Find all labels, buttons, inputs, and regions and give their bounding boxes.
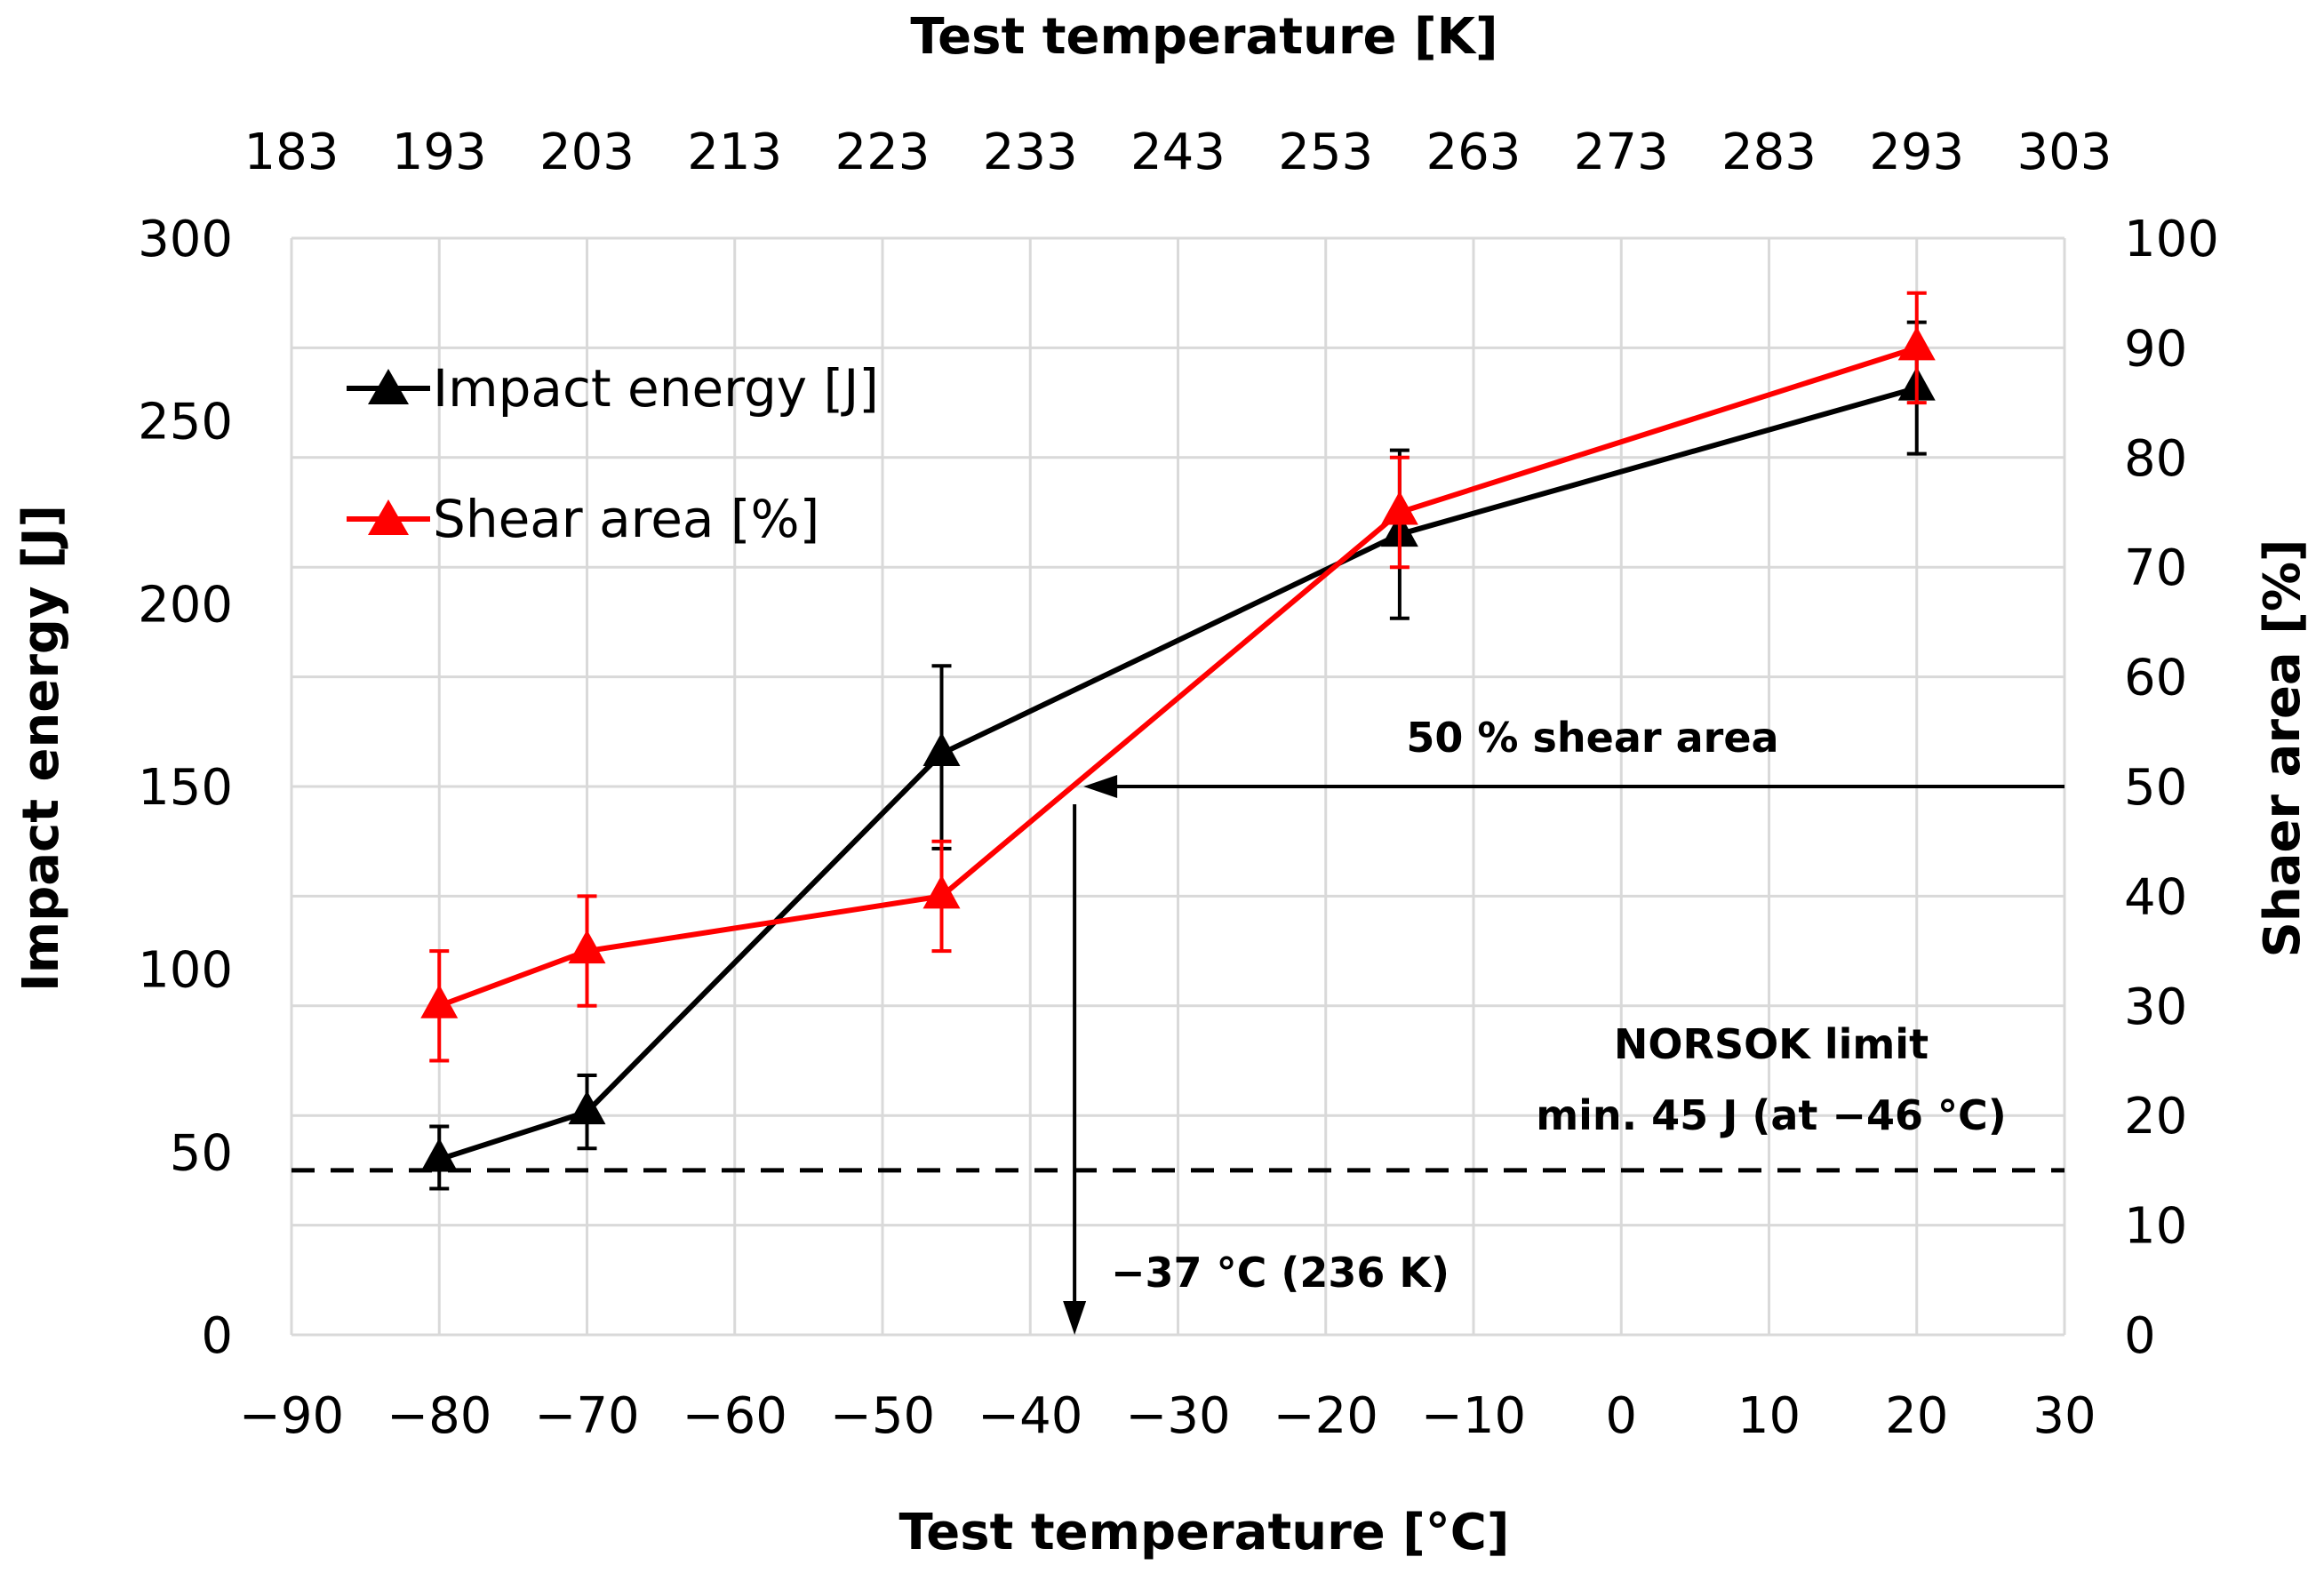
x-bottom-tick-label: −70 [534, 1387, 639, 1445]
x-top-tick-label: 233 [983, 124, 1078, 181]
x-bottom-tick-label: −40 [978, 1387, 1082, 1445]
x-top-tick-label: 293 [1869, 124, 1964, 181]
y-right-tick-label: 100 [2124, 211, 2219, 268]
transition-annotation: −37 °C (236 K) [1111, 1249, 1450, 1297]
x-bottom-tick-label: 20 [1885, 1387, 1948, 1445]
y-right-tick-label: 30 [2124, 978, 2187, 1036]
legend: Impact energy [J] Shear area [%] [347, 358, 879, 549]
right-axis-title: Shaer area [%] [2254, 539, 2312, 957]
data-point-marker [922, 874, 961, 909]
y-right-tick-label: 50 [2124, 759, 2187, 817]
bottom-axis-title: Test temperature [°C] [899, 1504, 1510, 1561]
shear-annotation: 50 % shear area [1406, 714, 1778, 762]
shear-50-arrowhead [1083, 775, 1118, 798]
top-axis-title: Test temperature [K] [910, 8, 1497, 66]
y-right-tick-label: 20 [2124, 1088, 2187, 1146]
y-left-tick-label: 200 [138, 576, 233, 634]
x-top-tick-label: 273 [1574, 124, 1669, 181]
data-point-marker [420, 984, 459, 1018]
x-bottom-tick-label: 30 [2033, 1387, 2096, 1445]
y-right-tick-label: 10 [2124, 1198, 2187, 1256]
x-top-tick-label: 303 [2017, 124, 2112, 181]
data-point-marker [922, 731, 961, 766]
x-top-tick-label: 223 [835, 124, 930, 181]
y-left-tick-label: 250 [138, 394, 233, 451]
legend-shear-label: Shear area [%] [433, 489, 819, 549]
x-top-tick-label: 183 [244, 124, 339, 181]
y-left-tick-label: 50 [170, 1124, 233, 1182]
norsok-annotation-line2: min. 45 J (at −46 °C) [1536, 1091, 2007, 1139]
x-bottom-tick-label: −60 [683, 1387, 787, 1445]
x-bottom-tick-label: −50 [830, 1387, 935, 1445]
y-left-tick-label: 0 [201, 1307, 233, 1365]
data-point-marker [568, 1090, 606, 1125]
y-left-tick-label: 300 [138, 211, 233, 268]
y-right-tick-label: 0 [2124, 1307, 2156, 1365]
data-point-marker [568, 930, 606, 964]
y-right-tick-label: 40 [2124, 868, 2187, 926]
x-top-tick-label: 263 [1426, 124, 1521, 181]
y-right-tick-label: 70 [2124, 539, 2187, 597]
reference-lines [291, 775, 2064, 1335]
data-point-marker [1380, 491, 1418, 525]
x-top-tick-label: 203 [539, 124, 635, 181]
norsok-annotation-line1: NORSOK limit [1614, 1020, 1929, 1068]
x-top-tick-label: 193 [392, 124, 487, 181]
legend-impact-marker [368, 369, 409, 404]
y-right-tick-label: 60 [2124, 650, 2187, 707]
y-right-tick-label: 80 [2124, 430, 2187, 488]
data-point-marker [420, 1138, 459, 1172]
left-axis-title: Impact energy [J] [12, 505, 70, 992]
x-top-tick-label: 213 [687, 124, 782, 181]
legend-impact-label: Impact energy [J] [433, 358, 879, 419]
legend-shear-marker [368, 499, 409, 535]
x-bottom-tick-label: −30 [1125, 1387, 1230, 1445]
y-right-tick-label: 90 [2124, 320, 2187, 378]
x-bottom-tick-label: 0 [1605, 1387, 1637, 1445]
x-top-tick-label: 283 [1721, 124, 1817, 181]
transition-arrowhead [1063, 1301, 1087, 1335]
y-left-tick-label: 100 [138, 942, 233, 1000]
x-bottom-tick-label: 10 [1737, 1387, 1801, 1445]
x-bottom-tick-label: −80 [387, 1387, 491, 1445]
x-top-tick-label: 243 [1130, 124, 1226, 181]
x-bottom-tick-label: −10 [1421, 1387, 1526, 1445]
y-left-tick-label: 150 [138, 759, 233, 817]
x-bottom-tick-label: −20 [1274, 1387, 1378, 1445]
data-point-marker [1897, 326, 1936, 361]
series [420, 291, 1936, 1191]
x-bottom-tick-label: −90 [239, 1387, 344, 1445]
x-top-tick-label: 253 [1278, 124, 1373, 181]
